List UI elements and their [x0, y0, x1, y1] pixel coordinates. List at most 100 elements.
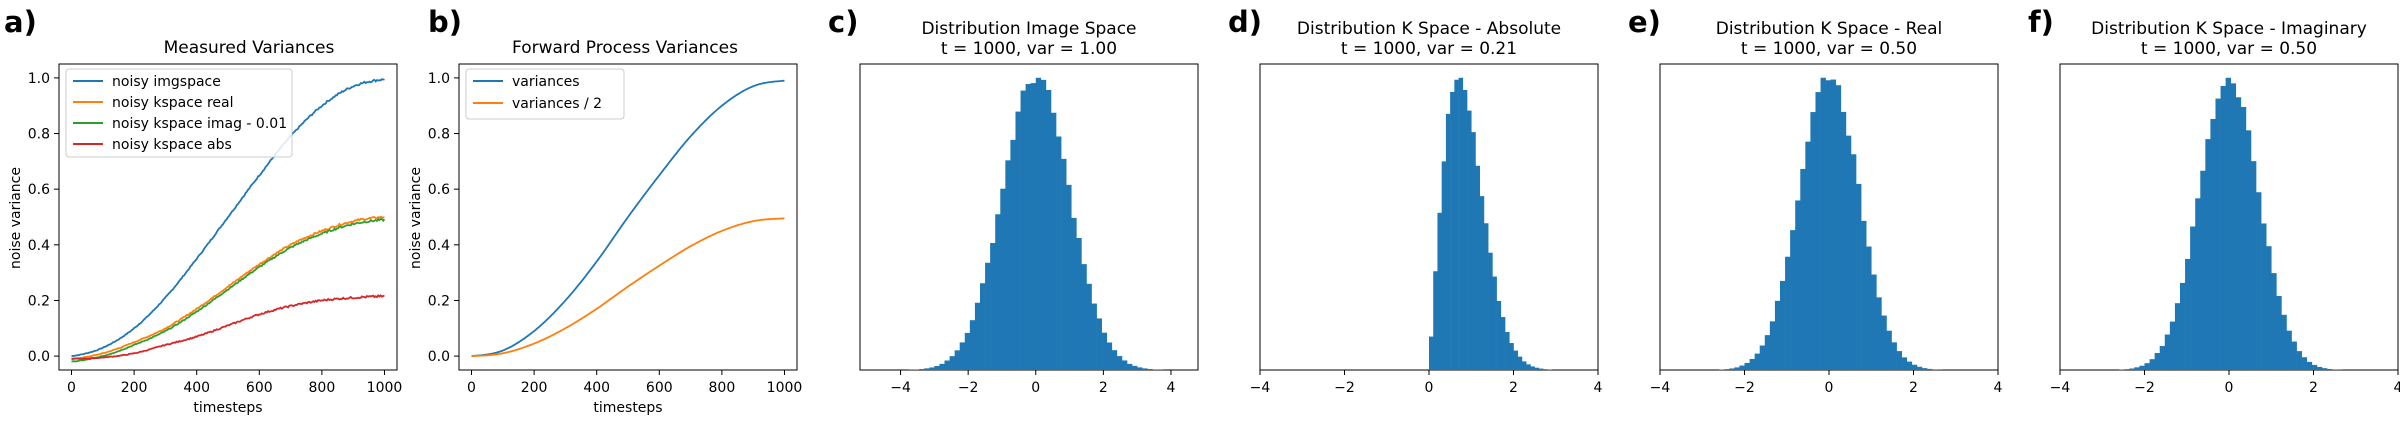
hist-bar-f-6 — [2124, 369, 2130, 370]
legend-label-a-2: noisy kspace imag - 0.01 — [112, 116, 287, 132]
x-axis-label-b: timesteps — [593, 400, 662, 416]
legend-b: variances variances / 2 — [465, 68, 625, 120]
title-f: Distribution K Space - Imaginary — [2091, 19, 2367, 39]
legend-box-b — [465, 68, 625, 120]
hist-bar-c-8 — [924, 368, 930, 370]
hist-bar-e-8 — [1734, 367, 1740, 370]
hist-bar-c-43 — [1101, 332, 1108, 370]
hist-bar-e-26 — [1825, 80, 1831, 370]
hist-bar-d-3 — [1441, 161, 1447, 370]
legend-box-a — [65, 68, 293, 158]
hist-bar-d-4 — [1445, 113, 1451, 371]
hist-bar-f-16 — [2174, 303, 2181, 370]
hist-bar-d-21 — [1517, 356, 1523, 370]
hist-bar-e-31 — [1850, 154, 1857, 370]
x-tick-label-a-4: 800 — [309, 380, 336, 396]
hist-bar-c-12 — [944, 360, 950, 370]
subtitle-c: t = 1000, var = 1.00 — [941, 39, 1117, 59]
series-line-a-2 — [71, 217, 386, 363]
x-tick-label-c-3: 2 — [1099, 380, 1108, 396]
y-tick-label-a-5: 1.0 — [28, 71, 50, 87]
hist-bar-f-24 — [2215, 98, 2221, 370]
hist-bar-e-7 — [1729, 368, 1735, 370]
y-tick-label-a-4: 0.8 — [28, 127, 50, 143]
hist-bar-f-23 — [2210, 118, 2216, 370]
hist-bar-e-6 — [1724, 369, 1730, 370]
y-tick-label-b-2: 0.4 — [428, 238, 450, 254]
hist-bar-c-44 — [1106, 342, 1113, 370]
hist-bar-d-2 — [1437, 212, 1442, 370]
legend-label-b-1: variances / 2 — [512, 96, 602, 112]
hist-bar-f-25 — [2220, 85, 2226, 370]
panel-label-e: e) — [1628, 5, 1661, 39]
hist-bar-c-13 — [949, 356, 955, 370]
hist-bar-d-18 — [1505, 332, 1510, 370]
hist-bar-e-9 — [1739, 365, 1745, 370]
hist-bar-e-27 — [1830, 79, 1837, 371]
plot-area-d — [1259, 63, 1599, 371]
hist-bar-c-11 — [939, 363, 945, 370]
x-tick-label-e-3: 2 — [1909, 380, 1918, 396]
hist-bar-e-39 — [1891, 342, 1897, 370]
hist-bar-c-21 — [990, 243, 996, 370]
x-tick-label-e-1: −2 — [1734, 380, 1755, 396]
hist-bar-c-30 — [1035, 77, 1042, 371]
hist-bar-f-36 — [2276, 296, 2282, 370]
hist-bar-e-13 — [1759, 345, 1766, 370]
x-tick-label-c-4: 4 — [1166, 380, 1175, 396]
hist-bar-f-20 — [2195, 198, 2201, 370]
hist-bar-c-26 — [1015, 111, 1021, 370]
y-tick-label-a-2: 0.4 — [28, 238, 50, 254]
hist-bar-f-9 — [2139, 365, 2145, 370]
hist-bar-c-10 — [934, 366, 940, 370]
hist-bar-c-15 — [959, 342, 966, 370]
hist-bar-f-45 — [2321, 368, 2328, 370]
hist-bar-c-22 — [995, 214, 1001, 370]
hist-bar-e-25 — [1820, 77, 1826, 371]
hist-bar-d-27 — [1543, 369, 1548, 370]
hist-bar-d-13 — [1483, 223, 1489, 370]
hist-bar-d-19 — [1509, 343, 1514, 370]
hist-bar-f-40 — [2296, 351, 2302, 370]
hist-bar-f-33 — [2261, 223, 2267, 370]
hist-bar-e-18 — [1785, 256, 1791, 370]
hist-bar-c-42 — [1096, 318, 1102, 370]
hist-bar-d-15 — [1492, 276, 1497, 370]
hist-bar-c-38 — [1076, 238, 1082, 370]
hist-bar-d-6 — [1454, 79, 1459, 371]
hist-bar-f-18 — [2185, 258, 2191, 370]
x-tick-label-a-2: 400 — [183, 380, 210, 396]
panel-f: f) Distribution K Space - Imaginary t = … — [2028, 5, 2400, 396]
hist-bar-d-17 — [1500, 317, 1506, 370]
hist-bar-f-14 — [2164, 334, 2171, 370]
y-tick-label-a-3: 0.6 — [28, 182, 50, 198]
hist-bar-f-27 — [2230, 83, 2237, 371]
x-tick-label-a-1: 200 — [121, 380, 148, 396]
hist-bar-f-21 — [2200, 170, 2206, 370]
hist-bar-e-12 — [1754, 353, 1761, 370]
x-tick-label-c-0: −4 — [890, 380, 911, 396]
panel-label-d: d) — [1228, 5, 1262, 39]
hist-bar-f-28 — [2235, 97, 2242, 371]
hist-bar-c-48 — [1127, 363, 1133, 370]
hist-bar-e-16 — [1774, 300, 1781, 370]
hist-bar-c-34 — [1056, 136, 1062, 370]
hist-bar-c-51 — [1142, 368, 1148, 370]
hist-bar-f-35 — [2271, 273, 2277, 370]
hist-bar-f-19 — [2190, 226, 2196, 370]
hist-bar-e-47 — [1932, 369, 1938, 370]
hist-bar-e-28 — [1835, 85, 1842, 370]
y-tick-label-a-0: 0.0 — [28, 349, 50, 365]
hist-bar-c-40 — [1086, 283, 1092, 370]
title-c: Distribution Image Space — [921, 19, 1136, 39]
hist-bar-c-18 — [974, 302, 981, 370]
panel-b: b) Forward Process Variances 0 200 400 600 8… — [408, 5, 802, 416]
hist-bar-e-44 — [1916, 366, 1923, 370]
hist-bar-e-19 — [1790, 230, 1796, 370]
hist-bar-c-14 — [954, 350, 961, 370]
x-tick-label-a-3: 600 — [246, 380, 273, 396]
hist-bar-c-27 — [1020, 90, 1026, 370]
hist-bar-f-41 — [2301, 357, 2308, 370]
hist-bar-f-46 — [2327, 368, 2333, 370]
hist-bar-e-33 — [1861, 220, 1867, 370]
